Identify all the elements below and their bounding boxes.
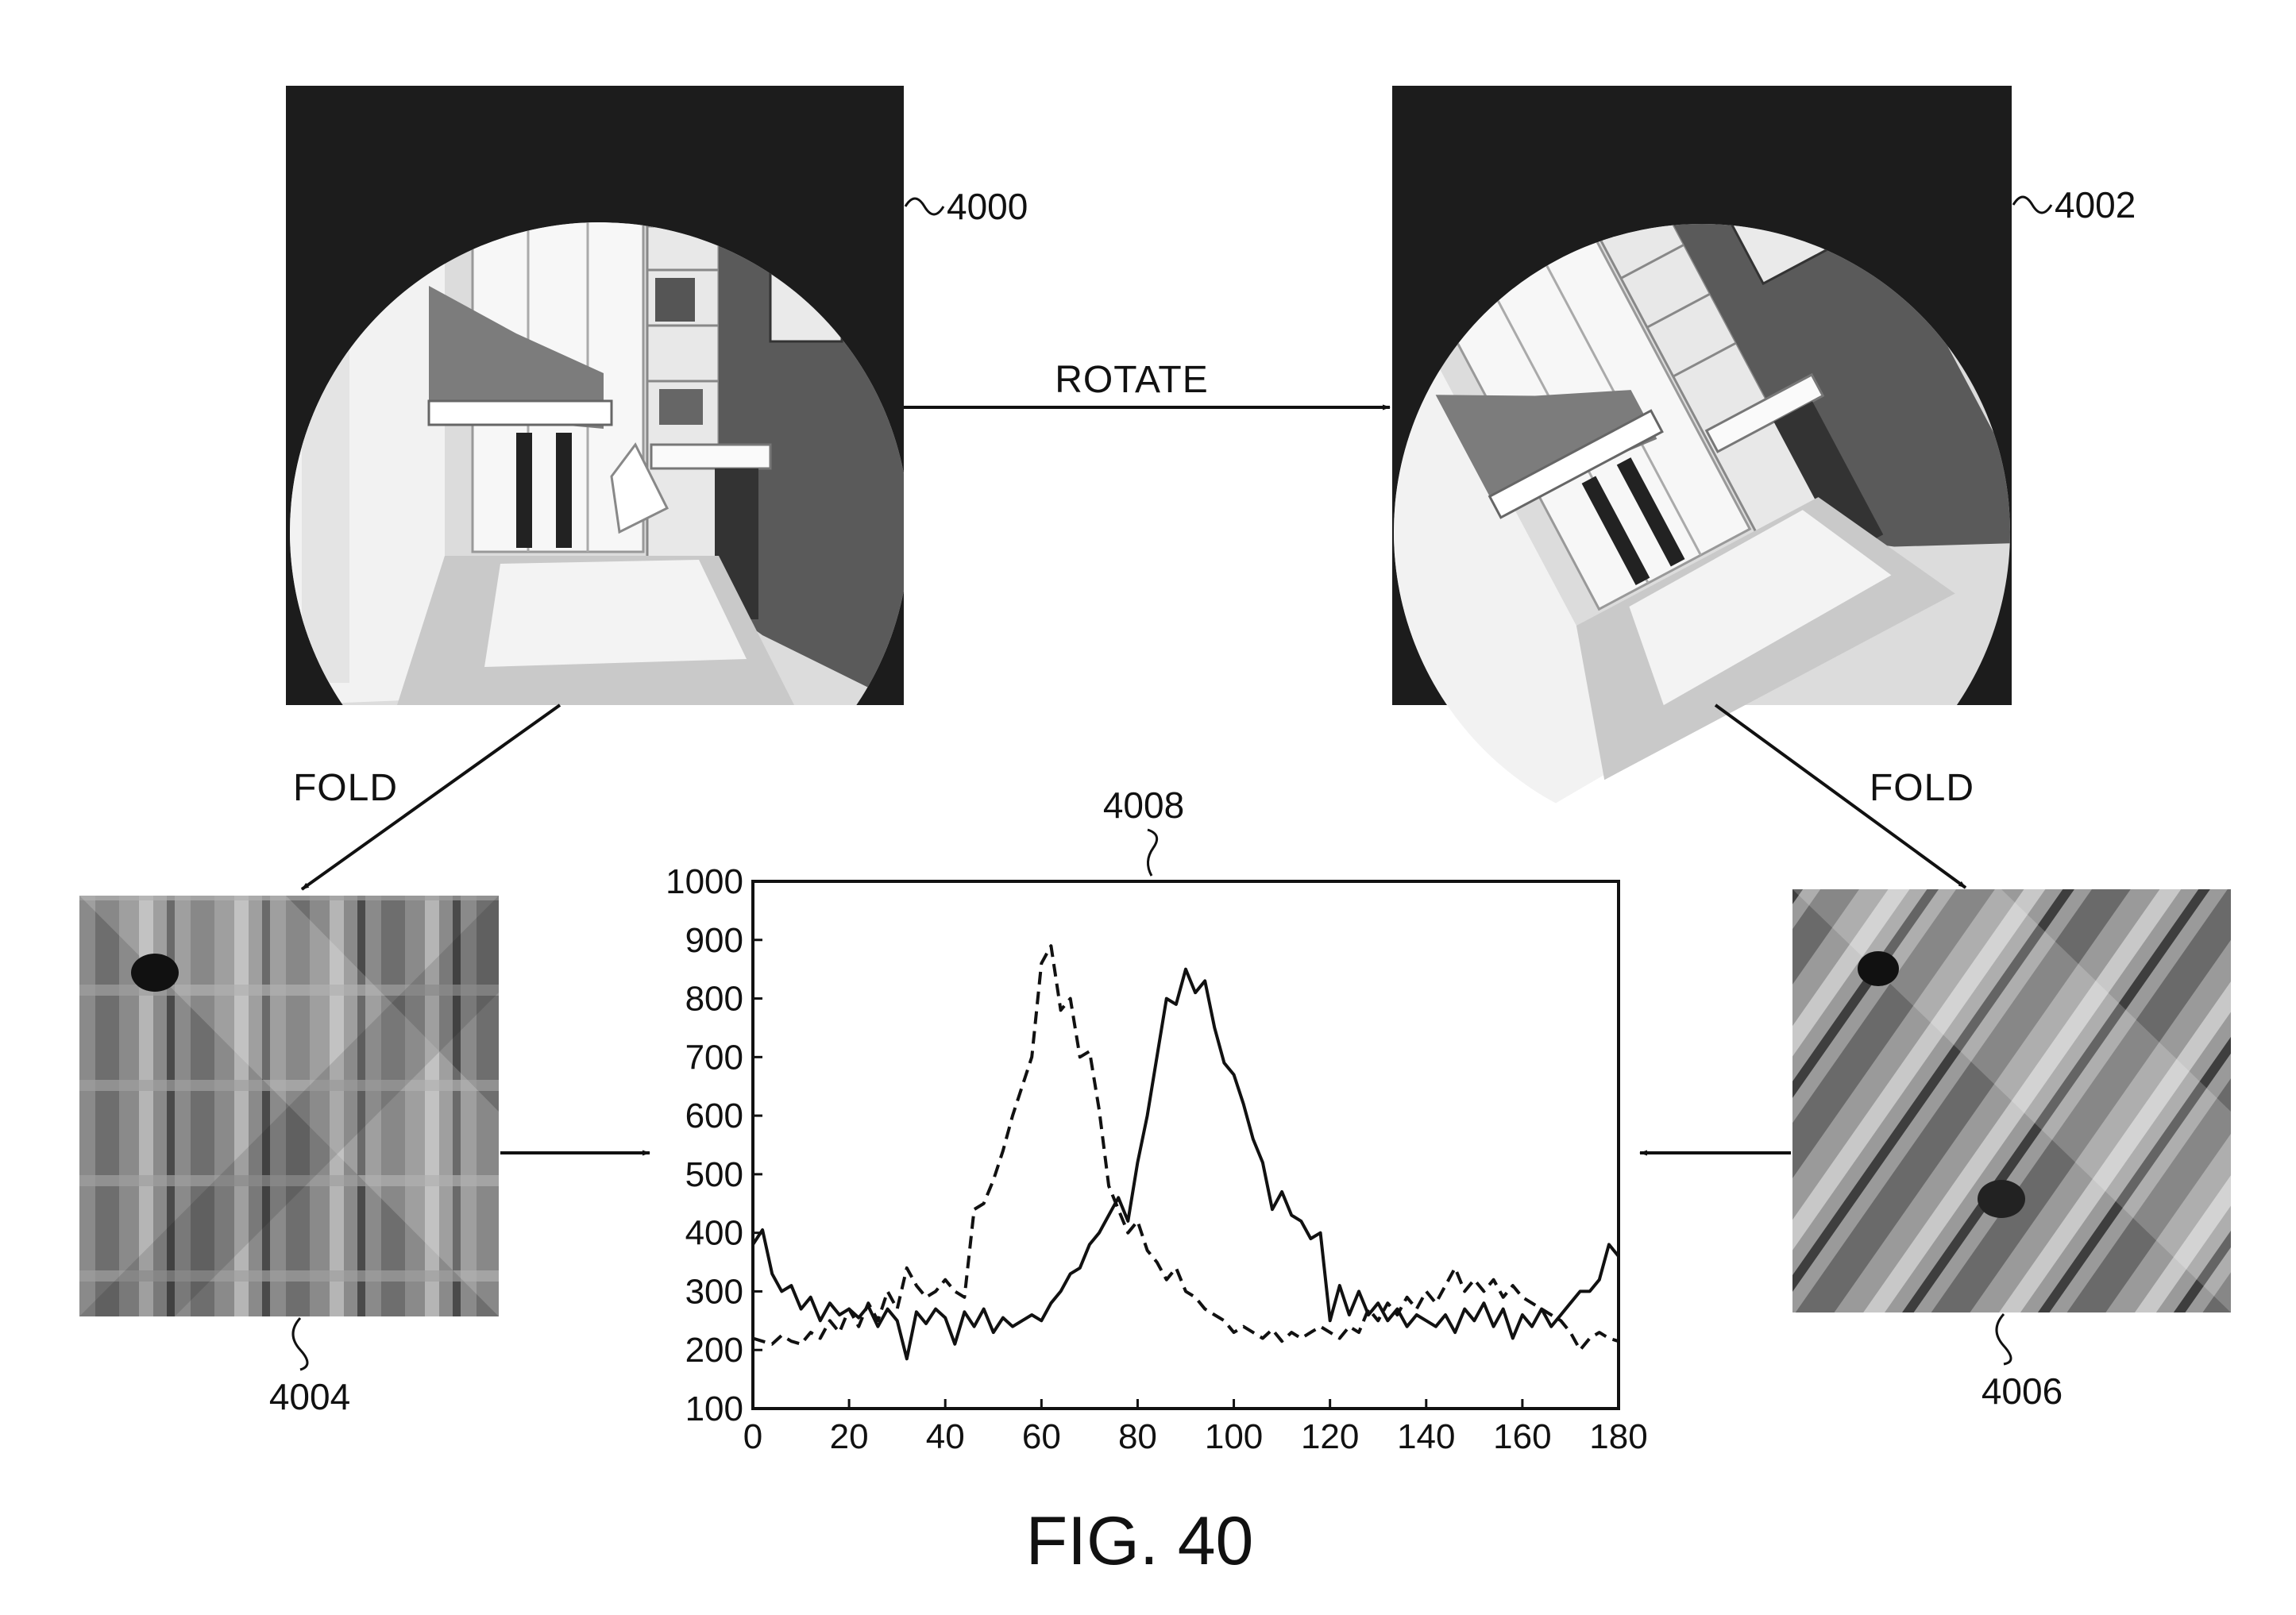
angle-histogram-chart: 0 20 40 60 80 100 120 140 160 180 100 200 300 400 500… [666, 862, 1648, 1456]
ref-4000: 4000 [947, 186, 1028, 227]
x-tick-label: 120 [1301, 1417, 1359, 1456]
y-axis: 100 200 300 400 500 600 700 800 900 1000 [666, 862, 762, 1428]
figure-caption: FIG. 40 [1026, 1503, 1254, 1579]
x-tick-label: 80 [1118, 1417, 1157, 1456]
y-tick-label: 300 [685, 1272, 743, 1311]
y-tick-label: 800 [685, 980, 743, 1019]
y-tick-label: 600 [685, 1097, 743, 1135]
rotated-fisheye-image [1215, 0, 2051, 832]
x-tick-label: 140 [1397, 1417, 1455, 1456]
y-tick-label: 700 [685, 1038, 743, 1077]
rotate-label: ROTATE [1055, 359, 1209, 401]
folded-original-texture [79, 896, 499, 1316]
y-tick-label: 900 [685, 921, 743, 960]
ref-4008: 4008 [1103, 784, 1184, 826]
y-tick-label: 400 [685, 1214, 743, 1253]
ref-4006: 4006 [1982, 1370, 2063, 1412]
plot-frame [753, 881, 1619, 1409]
ref-4004: 4004 [269, 1376, 350, 1417]
x-tick-label: 0 [743, 1417, 762, 1456]
y-tick-label: 500 [685, 1155, 743, 1194]
y-tick-label: 200 [685, 1331, 743, 1370]
x-tick-label: 180 [1589, 1417, 1647, 1456]
y-tick-label: 1000 [666, 862, 743, 901]
folded-rotated-texture [1792, 889, 2231, 1312]
original-fisheye-image [286, 86, 904, 705]
y-tick-label: 100 [685, 1390, 743, 1428]
x-tick-label: 60 [1022, 1417, 1061, 1456]
x-tick-label: 160 [1493, 1417, 1551, 1456]
fold-left-label: FOLD [293, 767, 398, 809]
x-tick-label: 100 [1205, 1417, 1263, 1456]
x-tick-label: 40 [926, 1417, 965, 1456]
fold-right-label: FOLD [1870, 767, 1974, 809]
ref-4002: 4002 [2055, 184, 2136, 225]
x-tick-label: 20 [830, 1417, 869, 1456]
